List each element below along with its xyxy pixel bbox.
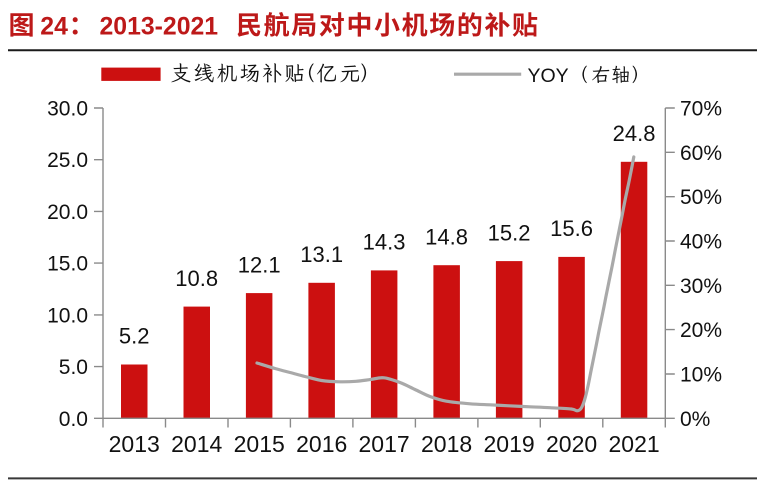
svg-text:2015: 2015 xyxy=(234,431,285,457)
svg-text:60%: 60% xyxy=(680,142,722,165)
svg-text:24.8: 24.8 xyxy=(613,121,656,146)
svg-text:2017: 2017 xyxy=(359,431,410,457)
svg-text:10.0: 10.0 xyxy=(47,304,88,327)
svg-text:10.8: 10.8 xyxy=(175,266,218,291)
svg-text:YOY: YOY xyxy=(528,65,569,87)
svg-text:2013-2021: 2013-2021 xyxy=(100,13,219,40)
svg-text:24: 24 xyxy=(40,13,68,40)
svg-text:30%: 30% xyxy=(680,275,722,298)
svg-text:0.0: 0.0 xyxy=(59,408,88,431)
svg-text:0%: 0% xyxy=(680,408,710,431)
svg-text:15.0: 15.0 xyxy=(47,253,88,276)
svg-text:70%: 70% xyxy=(680,98,722,121)
svg-text:2016: 2016 xyxy=(296,431,347,457)
svg-text:2013: 2013 xyxy=(109,431,160,457)
svg-text:30.0: 30.0 xyxy=(47,98,88,121)
svg-text:2021: 2021 xyxy=(609,431,660,457)
svg-text:2014: 2014 xyxy=(171,431,222,457)
svg-text:20%: 20% xyxy=(680,319,722,342)
svg-text:40%: 40% xyxy=(680,231,722,254)
svg-text:5.0: 5.0 xyxy=(59,356,88,379)
svg-text:2018: 2018 xyxy=(421,431,472,457)
svg-text:50%: 50% xyxy=(680,186,722,209)
svg-text:2020: 2020 xyxy=(546,431,597,457)
svg-text:5.2: 5.2 xyxy=(119,324,150,349)
svg-text:12.1: 12.1 xyxy=(238,252,281,277)
svg-text:15.2: 15.2 xyxy=(488,220,531,245)
svg-text:2019: 2019 xyxy=(484,431,535,457)
svg-text:10%: 10% xyxy=(680,364,722,387)
svg-text:25.0: 25.0 xyxy=(47,149,88,172)
svg-text:14.8: 14.8 xyxy=(425,224,468,249)
svg-text:14.3: 14.3 xyxy=(363,230,406,255)
svg-text:13.1: 13.1 xyxy=(300,242,343,267)
svg-text:15.6: 15.6 xyxy=(550,216,593,241)
svg-text:20.0: 20.0 xyxy=(47,201,88,224)
